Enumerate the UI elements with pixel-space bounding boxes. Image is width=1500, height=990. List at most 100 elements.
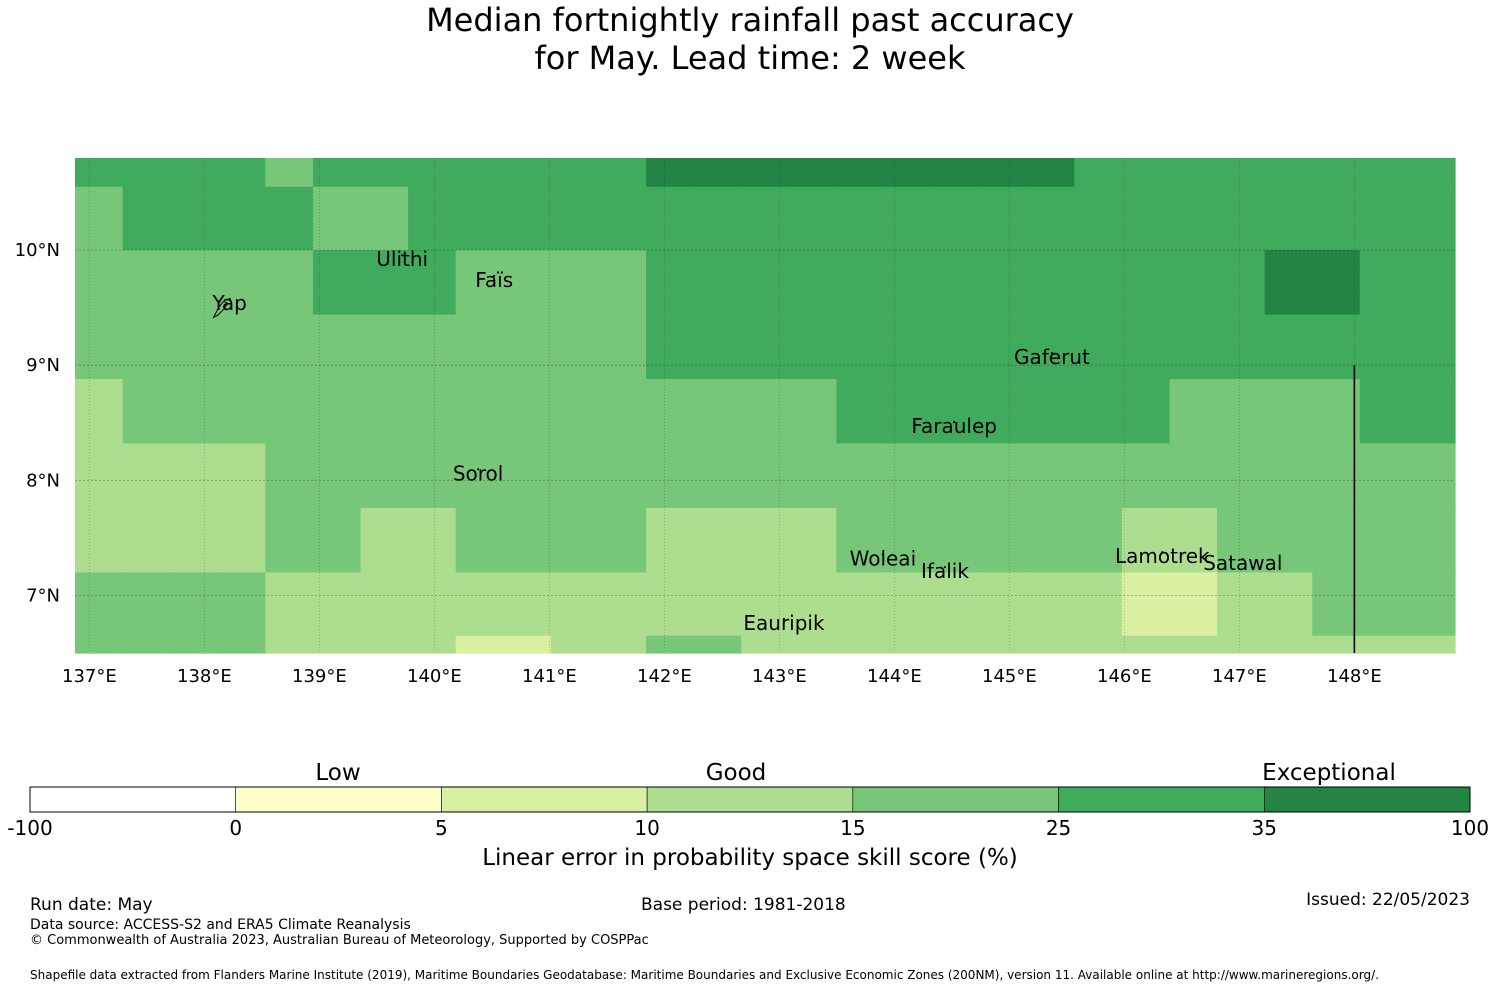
- skill-cell: [1359, 379, 1409, 445]
- skill-cell: [312, 158, 362, 188]
- skill-cell: [788, 635, 837, 654]
- skill-cell: [408, 507, 457, 574]
- skill-cell: [503, 158, 552, 188]
- skill-cell: [1121, 314, 1171, 380]
- skill-cell: [1169, 635, 1218, 654]
- skill-cell: [122, 507, 171, 574]
- skill-cell: [1169, 250, 1218, 316]
- longitude-tick-label: 144°E: [867, 666, 922, 687]
- skill-cell: [1217, 314, 1266, 380]
- skill-cell: [836, 314, 885, 380]
- skill-cell: [1217, 572, 1266, 637]
- skill-cell: [550, 635, 600, 654]
- skill-cell: [265, 635, 314, 654]
- skill-cell: [1407, 250, 1456, 316]
- skill-cell: [122, 186, 171, 251]
- skill-cell: [75, 443, 124, 509]
- skill-cell: [75, 314, 124, 380]
- skill-cell: [1217, 158, 1266, 188]
- skill-cell: [883, 314, 933, 380]
- colorbar-tick-label: 35: [1251, 816, 1278, 840]
- skill-cell: [598, 443, 647, 509]
- skill-cell: [1312, 250, 1361, 316]
- skill-cell: [122, 572, 171, 637]
- skill-cell: [1217, 507, 1266, 574]
- skill-cell: [1026, 186, 1075, 251]
- longitude-tick-label: 139°E: [292, 666, 347, 687]
- colorbar-swatch: [441, 786, 648, 813]
- category-exceptional: Exceptional: [1262, 760, 1396, 786]
- skill-cell: [455, 635, 504, 654]
- skill-cell: [1407, 443, 1456, 509]
- skill-cell: [979, 186, 1028, 251]
- skill-cell: [75, 635, 124, 654]
- skill-cell: [122, 443, 171, 509]
- skill-cell: [979, 507, 1028, 574]
- skill-cell: [408, 379, 457, 445]
- colorbar-tick-label: 5: [435, 816, 448, 840]
- longitude-tick-label: 145°E: [982, 666, 1037, 687]
- skill-cell: [693, 379, 742, 445]
- skill-cell: [360, 572, 409, 637]
- skill-cell: [646, 186, 695, 251]
- skill-cell: [550, 314, 600, 380]
- skill-cell: [1312, 507, 1361, 574]
- skill-cell: [217, 507, 266, 574]
- skill-cell: [1312, 572, 1361, 637]
- skill-cell: [360, 507, 409, 574]
- skill-cell: [883, 635, 933, 654]
- place-label: Satawal: [1203, 551, 1282, 575]
- colorbar-tick-label: -100: [7, 816, 53, 840]
- skill-cell: [693, 635, 742, 654]
- skill-cell: [1407, 186, 1456, 251]
- skill-cell: [883, 379, 933, 445]
- skill-cell: [503, 635, 552, 654]
- skill-cell: [1359, 507, 1409, 574]
- map-axes: 137°E 138°E 139°E 140°E 141°E 142°E 143°E 144°E…: [15, 240, 1382, 687]
- skill-cell: [693, 158, 742, 188]
- skill-cell: [693, 443, 742, 509]
- skill-cell: [931, 158, 980, 188]
- skill-cell: [883, 186, 933, 251]
- skill-cell: [265, 158, 314, 188]
- skill-cell: [931, 250, 980, 316]
- skill-cell: [75, 158, 124, 188]
- colorbar-swatch: [29, 786, 237, 813]
- skill-cell: [883, 158, 933, 188]
- skill-cell: [170, 507, 219, 574]
- skill-cell: [598, 572, 647, 637]
- skill-cell: [693, 250, 742, 316]
- skill-cell: [1359, 250, 1409, 316]
- colorbar-label: Linear error in probability space skill …: [482, 845, 1018, 871]
- skill-cell: [265, 507, 314, 574]
- skill-cell: [217, 635, 266, 654]
- skill-cell: [646, 314, 695, 380]
- skill-cell: [836, 158, 885, 188]
- skill-cell: [1264, 186, 1313, 251]
- skill-cell: [646, 635, 695, 654]
- skill-cell: [646, 158, 695, 188]
- skill-cell: [836, 507, 885, 574]
- skill-cell: [122, 635, 171, 654]
- skill-cell: [598, 507, 647, 574]
- skill-cell: [122, 158, 171, 188]
- skill-cell: [598, 250, 647, 316]
- skill-cell: [550, 572, 600, 637]
- skill-cell: [1264, 158, 1313, 188]
- skill-cell: [217, 158, 266, 188]
- skill-cell: [550, 158, 600, 188]
- skill-cell: [646, 379, 695, 445]
- place-label: Woleai: [850, 547, 917, 571]
- skill-cell: [979, 250, 1028, 316]
- skill-cell: [170, 635, 219, 654]
- skill-cell: [979, 635, 1028, 654]
- skill-cell: [455, 572, 504, 637]
- skill-cell: [788, 158, 837, 188]
- skill-cell: [1121, 443, 1171, 509]
- skill-cell: [1359, 314, 1409, 380]
- skill-cell: [1121, 379, 1171, 445]
- skill-cell: [883, 443, 933, 509]
- skill-cell: [646, 507, 695, 574]
- skill-cell: [741, 572, 790, 637]
- island-dot: [1241, 558, 1244, 561]
